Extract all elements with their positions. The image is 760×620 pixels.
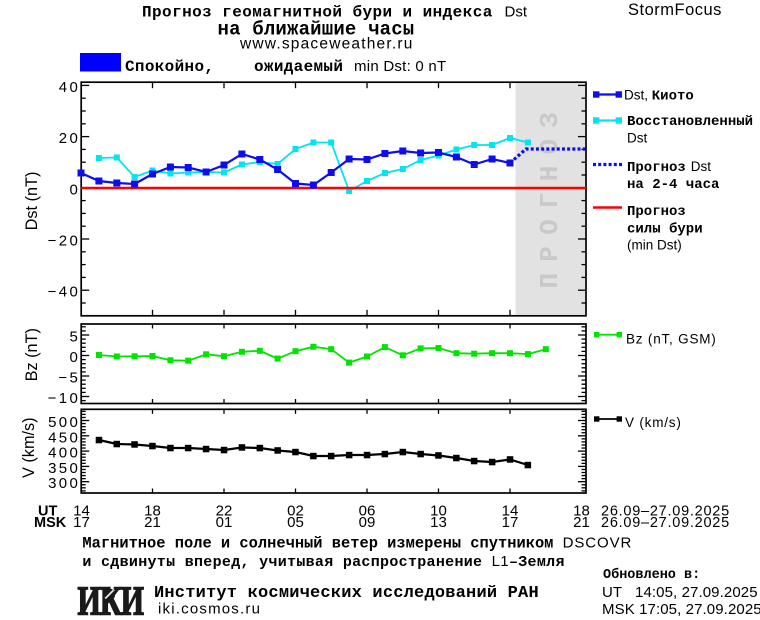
svg-text:Обновлено в:: Обновлено в: — [603, 567, 700, 583]
svg-text:StormFocus: StormFocus — [628, 1, 722, 19]
svg-text:05: 05 — [287, 514, 304, 531]
svg-text:06: 06 — [359, 502, 376, 519]
svg-text:0: 0 — [70, 349, 81, 366]
svg-text:18: 18 — [573, 502, 590, 519]
svg-text:14: 14 — [502, 502, 519, 519]
svg-text:02: 02 — [287, 502, 304, 519]
svg-text:силы бури: силы бури — [627, 222, 703, 238]
svg-text:13: 13 — [430, 514, 447, 531]
svg-text:5: 5 — [70, 329, 81, 346]
svg-text:(min Dst): (min Dst) — [627, 238, 682, 253]
svg-text:V (km/s): V (km/s) — [20, 417, 38, 478]
svg-text:и сдвинуты вперед, учитывая ра: и сдвинуты вперед, учитывая распростране… — [82, 553, 564, 571]
svg-text:на ближайшие часы: на ближайшие часы — [218, 19, 415, 41]
svg-text:−5: −5 — [58, 370, 80, 387]
svg-text:400: 400 — [48, 445, 80, 462]
svg-text:01: 01 — [216, 514, 233, 531]
svg-text:17: 17 — [73, 514, 90, 531]
svg-text:14: 14 — [73, 502, 90, 519]
svg-text:iki.cosmos.ru: iki.cosmos.ru — [158, 601, 261, 618]
svg-text:−10: −10 — [48, 390, 81, 407]
svg-text:21: 21 — [144, 514, 161, 531]
svg-text:Dst: Dst — [627, 131, 647, 146]
svg-text:300: 300 — [48, 475, 80, 492]
svg-text:500: 500 — [48, 414, 80, 431]
svg-text:www.spaceweather.ru: www.spaceweather.ru — [239, 36, 414, 53]
svg-text:Прогноз геомагнитной бури и ин: Прогноз геомагнитной бури и индекса — [142, 4, 493, 22]
svg-text:20: 20 — [59, 130, 81, 147]
svg-text:Магнитное поле и солнечный вет: Магнитное поле и солнечный ветер измерен… — [82, 534, 632, 552]
svg-text:26.09–27.09.2025: 26.09–27.09.2025 — [601, 503, 730, 519]
svg-text:350: 350 — [48, 460, 80, 477]
svg-text:26.09–27.09.2025: 26.09–27.09.2025 — [601, 515, 730, 531]
svg-text:Dst, Киото: Dst, Киото — [624, 88, 694, 105]
svg-text:21: 21 — [573, 514, 590, 531]
svg-text:Спокойно, ожидаемый: Спокойно, ожидаемый — [125, 58, 343, 76]
svg-text:V (km/s): V (km/s) — [625, 415, 682, 430]
svg-text:ПРОГНОЗ: ПРОГНОЗ — [535, 101, 565, 289]
svg-text:ИКИ: ИКИ — [78, 578, 144, 620]
svg-text:0: 0 — [70, 181, 81, 198]
svg-text:22: 22 — [216, 502, 233, 519]
svg-text:MSK: MSK — [34, 515, 67, 531]
svg-text:Институт космических исследова: Институт космических исследований РАН — [154, 584, 539, 603]
svg-text:Dst (nT): Dst (nT) — [23, 172, 41, 231]
svg-text:Bz (nT, GSM): Bz (nT, GSM) — [626, 332, 717, 347]
svg-text:−20: −20 — [48, 233, 81, 250]
svg-text:UT 14:05, 27.09.2025: UT 14:05, 27.09.2025 — [602, 584, 758, 601]
svg-text:−40: −40 — [48, 284, 81, 301]
svg-text:Восстановленный: Восстановленный — [627, 114, 753, 130]
svg-text:Dst: Dst — [505, 4, 528, 21]
svg-text:18: 18 — [144, 502, 161, 519]
svg-text:Прогноз Dst: Прогноз Dst — [627, 159, 711, 176]
svg-text:10: 10 — [430, 502, 447, 519]
svg-text:UT: UT — [38, 503, 57, 519]
svg-text:Прогноз: Прогноз — [627, 204, 686, 220]
svg-text:450: 450 — [48, 429, 80, 446]
svg-text:17: 17 — [502, 514, 519, 531]
svg-text:min Dst: 0 nT: min Dst: 0 nT — [354, 58, 446, 75]
svg-text:на 2-4 часа: на 2-4 часа — [627, 177, 720, 193]
svg-text:40: 40 — [59, 79, 81, 96]
svg-text:MSK 17:05, 27.09.2025: MSK 17:05, 27.09.2025 — [602, 601, 760, 618]
svg-text:09: 09 — [359, 514, 376, 531]
svg-text:Bz (nT): Bz (nT) — [23, 328, 41, 381]
